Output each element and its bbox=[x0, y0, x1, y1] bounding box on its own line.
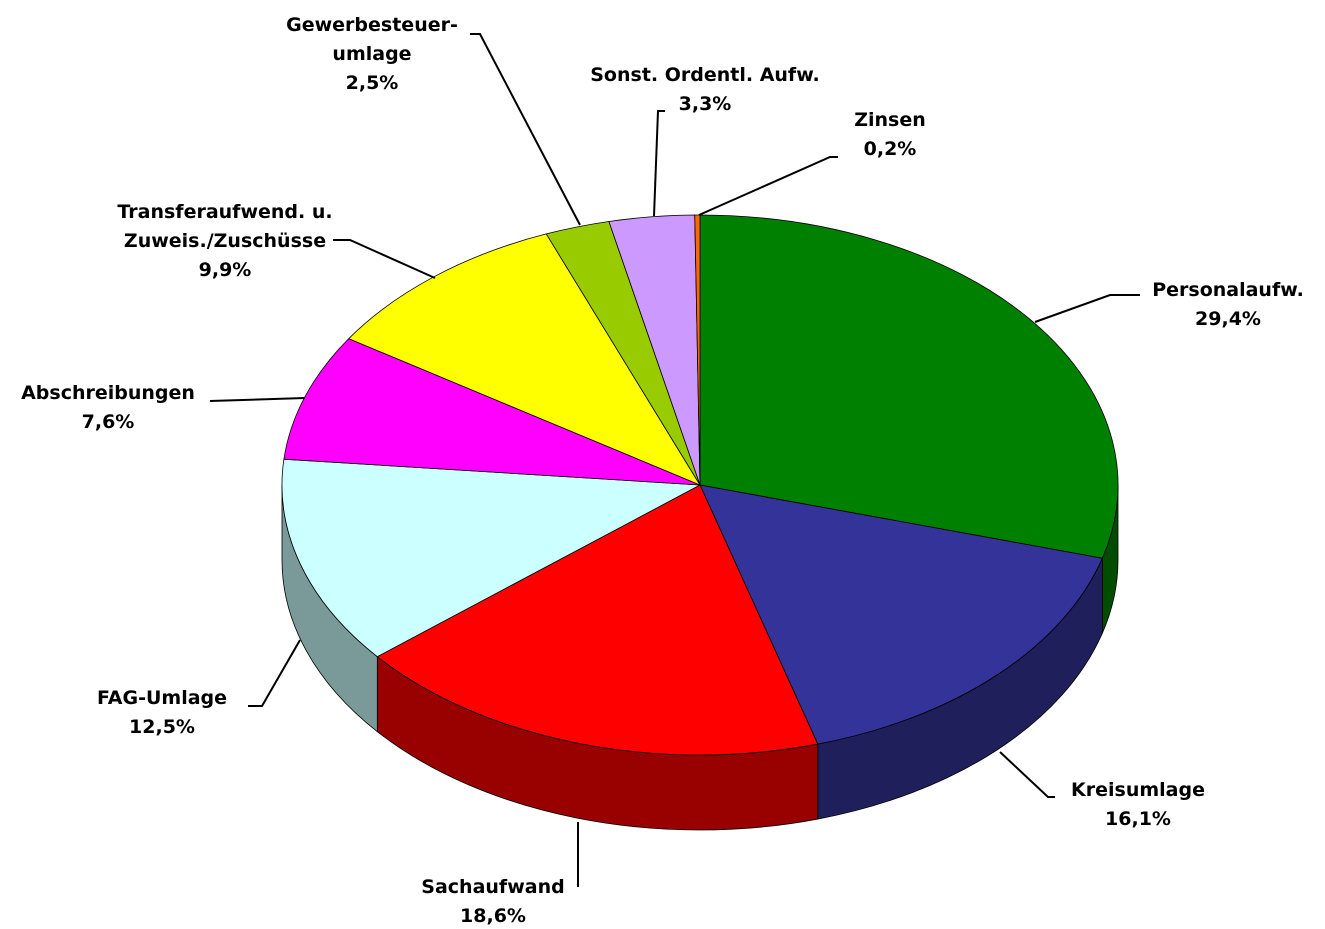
slice bbox=[283, 338, 701, 486]
value-label: 29,4% bbox=[1195, 308, 1261, 330]
category-label: FAG-Umlage bbox=[96, 687, 228, 709]
leader-line bbox=[470, 33, 581, 226]
slice bbox=[281, 458, 702, 658]
value-label: 9,9% bbox=[198, 259, 252, 281]
leader-line bbox=[698, 156, 838, 216]
value-label: 18,6% bbox=[460, 905, 526, 927]
slice-label: Kreisumlage 16,1% bbox=[1071, 776, 1205, 834]
slice-label: Transferaufwend. u. Zuweis./Zuschüsse 9,9… bbox=[117, 198, 332, 285]
value-label: 7,6% bbox=[81, 411, 135, 433]
leader-line bbox=[333, 239, 436, 279]
category-label: Gewerbesteuer- umlage bbox=[286, 14, 458, 65]
slice-label: Sonst. Ordentl. Aufw. 3,3% bbox=[590, 61, 820, 119]
slice-label: Gewerbesteuer- umlage 2,5% bbox=[286, 11, 458, 98]
value-label: 3,3% bbox=[678, 93, 732, 115]
slice bbox=[376, 484, 819, 756]
slice bbox=[348, 233, 701, 486]
category-label: Personalaufw. bbox=[1152, 279, 1304, 301]
slice-label: Abschreibungen 7,6% bbox=[21, 379, 195, 437]
leader-line bbox=[653, 110, 665, 217]
slice-label: Sachaufwand 18,6% bbox=[421, 873, 564, 929]
slice-label: FAG-Umlage 12,5% bbox=[97, 684, 227, 742]
leader-line bbox=[248, 639, 301, 707]
value-label: 12,5% bbox=[129, 716, 195, 738]
slice-label: Zinsen 0,2% bbox=[854, 106, 926, 164]
category-label: Abschreibungen bbox=[21, 382, 195, 404]
value-label: 2,5% bbox=[345, 72, 399, 94]
category-label: Sonst. Ordentl. Aufw. bbox=[590, 64, 820, 86]
leader-line bbox=[999, 751, 1055, 798]
slice bbox=[699, 484, 1103, 745]
category-label: Transferaufwend. u. Zuweis./Zuschüsse bbox=[117, 201, 333, 252]
slice bbox=[699, 214, 1119, 559]
slice-label: Personalaufw. 29,4% bbox=[1152, 276, 1304, 334]
leader-line bbox=[209, 397, 306, 402]
value-label: 0,2% bbox=[863, 138, 917, 160]
category-label: Zinsen bbox=[854, 109, 926, 131]
category-label: Kreisumlage bbox=[1071, 779, 1205, 801]
category-label: Sachaufwand bbox=[421, 876, 565, 898]
value-label: 16,1% bbox=[1105, 808, 1171, 830]
leader-line bbox=[1034, 294, 1140, 323]
